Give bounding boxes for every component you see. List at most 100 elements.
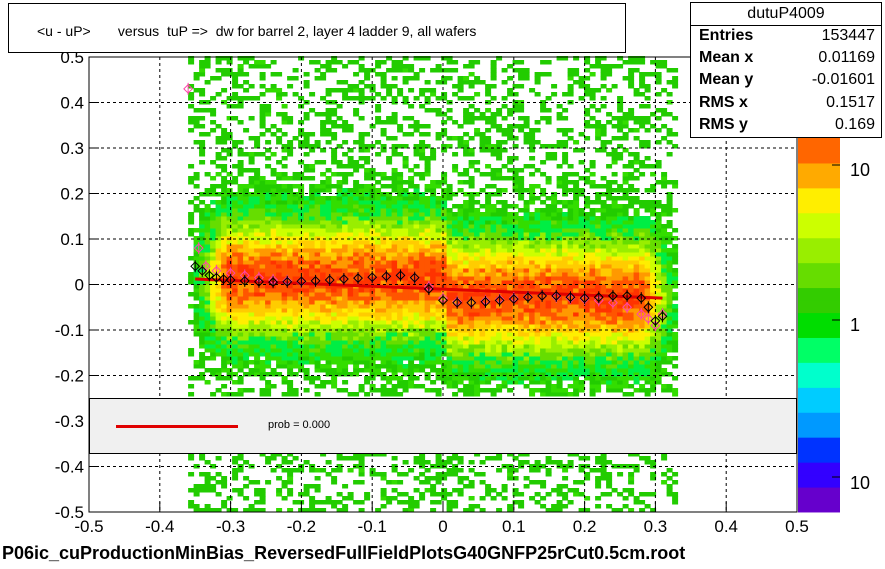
heat-cell [248,236,255,241]
heat-cell [496,372,503,377]
heat-cell [518,76,525,81]
heat-cell [584,88,591,93]
heat-cell [364,196,371,201]
heat-cell [232,80,239,85]
heat-cell [468,224,475,229]
heat-cell [545,300,552,305]
heat-cell [562,212,569,217]
heat-cell [276,300,283,305]
heat-cell [485,344,492,349]
heat-cell [463,224,470,229]
heat-cell [408,228,415,233]
heat-cell [270,240,277,245]
heat-cell [375,256,382,261]
heat-cell [512,236,519,241]
heat-cell [386,184,393,189]
heat-cell [221,480,228,485]
heat-cell [237,272,244,277]
heat-cell [380,364,387,369]
heat-cell [397,196,404,201]
heat-cell [463,132,470,137]
heat-cell [215,328,222,333]
heat-cell [523,460,530,465]
heat-cell [485,220,492,225]
heat-cell [408,508,415,513]
heat-cell [353,272,360,277]
heat-cell [298,252,305,257]
heat-cell [232,392,239,397]
heat-cell [386,212,393,217]
heat-cell [347,200,354,205]
heat-cell [320,268,327,273]
heat-cell [353,368,360,373]
heat-cell [386,84,393,89]
heat-cell [573,364,580,369]
heat-cell [276,128,283,133]
heat-cell [270,332,277,337]
heat-cell [573,300,580,305]
heat-cell [331,152,338,157]
heat-cell [221,188,228,193]
heat-cell [523,348,530,353]
heat-cell [424,308,431,313]
heat-cell [496,312,503,317]
heat-cell [248,216,255,221]
heat-cell [545,152,552,157]
heat-cell [595,360,602,365]
heat-cell [534,348,541,353]
heat-cell [485,248,492,253]
heat-cell [441,180,448,185]
heat-cell [408,88,415,93]
heat-cell [243,268,250,273]
heat-cell [303,200,310,205]
heat-cell [441,264,448,269]
heat-cell [353,232,360,237]
heat-cell [468,260,475,265]
heat-cell [457,268,464,273]
heat-cell [589,92,596,97]
heat-cell [567,224,574,229]
heat-cell [292,352,299,357]
heat-cell [413,128,420,133]
heat-cell [380,196,387,201]
heat-cell [276,492,283,497]
heat-cell [347,356,354,361]
heat-cell [479,308,486,313]
heat-cell [479,284,486,289]
heat-cell [584,260,591,265]
heat-cell [276,136,283,141]
heat-cell [551,360,558,365]
heat-cell [259,288,266,293]
heat-cell [298,352,305,357]
heat-cell [589,296,596,301]
heat-cell [595,232,602,237]
heat-cell [276,292,283,297]
heat-cell [468,356,475,361]
heat-cell [270,272,277,277]
heat-cell [545,312,552,317]
heat-cell [545,284,552,289]
heat-cell [320,72,327,77]
heat-cell [226,104,233,109]
heat-cell [276,244,283,249]
heat-cell [342,140,349,145]
heat-cell [589,116,596,121]
heat-cell [375,264,382,269]
heat-cell [529,280,536,285]
heat-cell [270,292,277,297]
heat-cell [248,316,255,321]
heat-cell [468,508,475,513]
heat-cell [347,304,354,309]
heat-cell [309,60,316,65]
heat-cell [402,212,409,217]
heat-cell [556,200,563,205]
heat-cell [380,236,387,241]
heat-cell [237,452,244,457]
heat-cell [413,252,420,257]
heat-cell [463,96,470,101]
heat-cell [336,180,343,185]
heat-cell [287,272,294,277]
heat-cell [507,156,514,161]
heat-cell [265,388,272,393]
heat-cell [512,232,519,237]
